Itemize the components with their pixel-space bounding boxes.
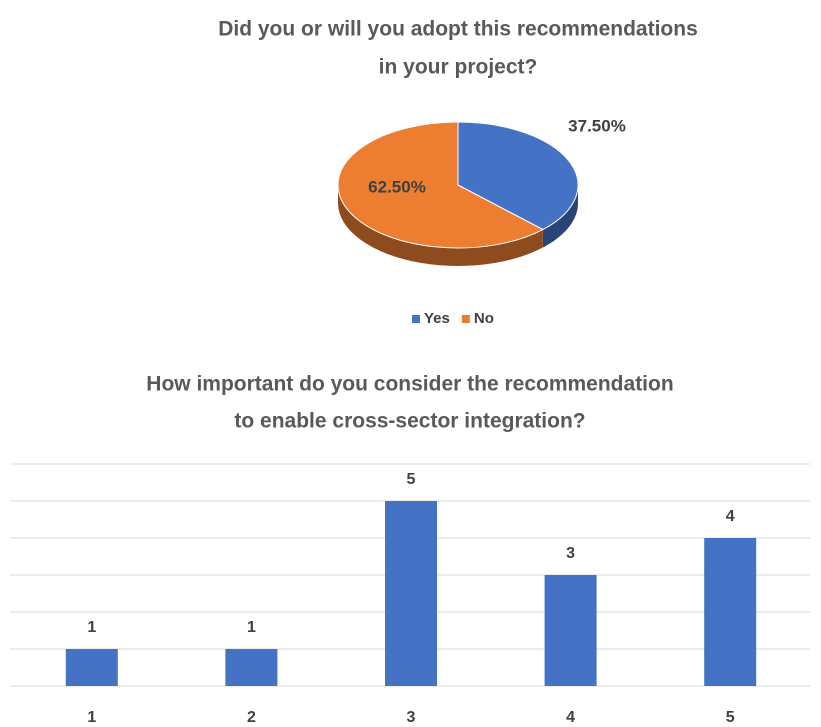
chart-title: How important do you consider the recomm… — [146, 373, 673, 396]
x-tick-label: 2 — [247, 709, 256, 726]
data-label: 4 — [726, 508, 735, 525]
data-label: 5 — [407, 471, 416, 488]
pie-side — [542, 185, 578, 248]
data-label: 1 — [87, 619, 96, 636]
data-label: 62.50% — [368, 177, 426, 196]
chart-title: Did you or will you adopt this recommend… — [218, 18, 698, 41]
bar — [704, 538, 757, 686]
bar — [544, 575, 597, 686]
legend-label: No — [474, 310, 494, 327]
x-tick-label: 5 — [726, 709, 735, 726]
chart-title: to enable cross-sector integration? — [234, 410, 585, 433]
chart-title: in your project? — [379, 56, 538, 79]
bar — [385, 501, 437, 686]
data-label: 3 — [566, 545, 575, 562]
bar — [225, 649, 278, 686]
data-label: 1 — [247, 619, 256, 636]
bar — [65, 649, 118, 686]
pie-slice — [337, 121, 544, 249]
x-tick-label: 4 — [566, 709, 575, 726]
legend-swatch — [412, 315, 420, 323]
legend-swatch — [461, 315, 470, 323]
data-label: 37.50% — [568, 116, 626, 135]
pie-slice — [457, 121, 579, 231]
x-tick-label: 1 — [87, 709, 96, 726]
legend-label: Yes — [424, 310, 450, 327]
x-tick-label: 3 — [407, 709, 416, 726]
